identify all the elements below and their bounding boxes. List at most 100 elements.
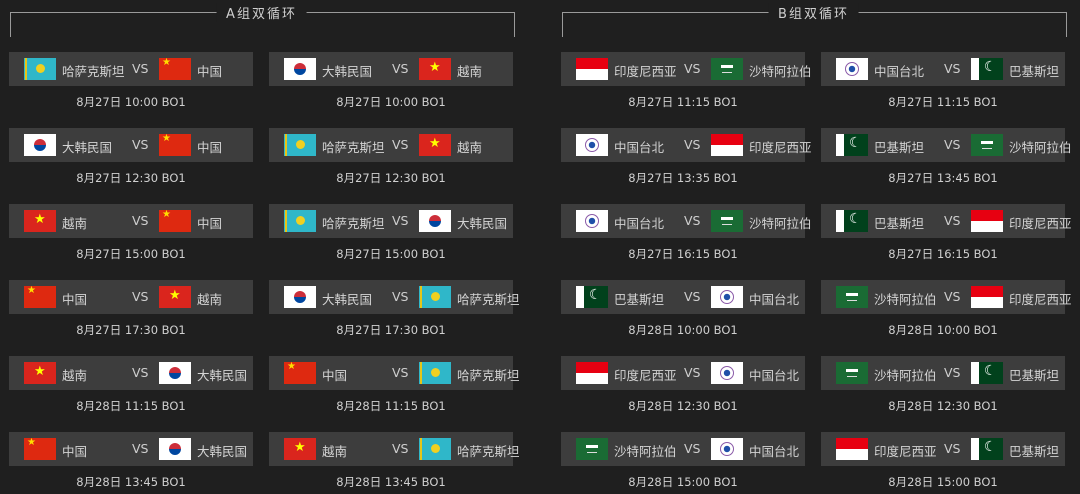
cn-flag-icon [159,58,191,80]
team2-name: 沙特阿拉伯 [1009,140,1072,155]
match-card[interactable]: 中国 VS 大韩民国 [9,432,253,466]
team1-name: 中国台北 [614,140,665,155]
vs-label: VS [132,213,149,228]
id-flag-icon [836,438,868,460]
match-card[interactable]: 越南 VS 中国 [9,204,253,238]
match-time: 8月27日 15:00 BO1 [76,247,186,261]
team1-name: 哈萨克斯坦 [322,140,385,155]
match-card[interactable]: 中国台北 VS 印度尼西亚 [561,128,812,162]
team1-name: 哈萨克斯坦 [62,64,125,79]
match-card[interactable]: 沙特阿拉伯 VS 印度尼西亚 [821,280,1072,314]
match-time: 8月28日 10:00 BO1 [888,323,998,337]
match-card[interactable]: 哈萨克斯坦 VS 中国 [9,52,253,86]
team2-name: 越南 [197,292,223,307]
match-card[interactable]: 巴基斯坦 VS 中国台北 [561,280,805,314]
team2-name: 中国台北 [749,368,800,383]
kr-flag-icon [284,286,316,308]
match-card[interactable]: 印度尼西亚 VS 中国台北 [561,356,805,390]
sa-flag-icon [836,286,868,308]
pk-flag-icon [971,362,1003,384]
team1-name: 越南 [322,444,348,459]
sa-flag-icon [711,210,743,232]
cn-flag-icon [159,134,191,156]
vs-label: VS [392,213,409,228]
team2-name: 大韩民国 [457,216,508,231]
team2-name: 大韩民国 [197,444,248,459]
match-time: 8月28日 13:45 BO1 [76,475,186,489]
team1-name: 哈萨克斯坦 [322,216,385,231]
kz-flag-icon [419,362,451,384]
match-card[interactable]: 印度尼西亚 VS 巴基斯坦 [821,432,1065,466]
team2-name: 越南 [457,140,483,155]
team2-name: 越南 [457,64,483,79]
pk-flag-icon [971,438,1003,460]
vs-label: VS [684,289,701,304]
match-card[interactable]: 大韩民国 VS 哈萨克斯坦 [269,280,520,314]
match-card[interactable]: 大韩民国 VS 越南 [269,52,513,86]
match-card[interactable]: 越南 VS 大韩民国 [9,356,253,390]
vs-label: VS [684,213,701,228]
id-flag-icon [711,134,743,156]
match-card[interactable]: 中国 VS 越南 [9,280,253,314]
match-time: 8月28日 15:00 BO1 [628,475,738,489]
pk-flag-icon [836,134,868,156]
vn-flag-icon [159,286,191,308]
id-flag-icon [576,362,608,384]
team1-name: 大韩民国 [322,292,373,307]
team1-name: 沙特阿拉伯 [874,368,937,383]
match-card[interactable]: 大韩民国 VS 中国 [9,128,253,162]
match-time: 8月27日 15:00 BO1 [336,247,446,261]
match-card[interactable]: 哈萨克斯坦 VS 大韩民国 [269,204,513,238]
match-card[interactable]: 巴基斯坦 VS 印度尼西亚 [821,204,1072,238]
team2-name: 巴基斯坦 [1009,64,1060,79]
team1-name: 印度尼西亚 [614,64,677,79]
kz-flag-icon [284,134,316,156]
match-card[interactable]: 中国 VS 哈萨克斯坦 [269,356,520,390]
team1-name: 大韩民国 [62,140,113,155]
team2-name: 中国 [197,216,223,231]
match-time: 8月27日 13:45 BO1 [888,171,998,185]
kz-flag-icon [419,286,451,308]
vs-label: VS [944,441,961,456]
id-flag-icon [971,286,1003,308]
kr-flag-icon [419,210,451,232]
team1-name: 巴基斯坦 [874,140,925,155]
match-card[interactable]: 哈萨克斯坦 VS 越南 [269,128,513,162]
team2-name: 中国 [197,140,223,155]
team1-name: 大韩民国 [322,64,373,79]
team1-name: 沙特阿拉伯 [874,292,937,307]
match-card[interactable]: 印度尼西亚 VS 沙特阿拉伯 [561,52,812,86]
team1-name: 中国 [62,292,88,307]
team2-name: 沙特阿拉伯 [749,216,812,231]
group-title: A组双循环 [216,3,307,22]
vs-label: VS [684,61,701,76]
cn-flag-icon [24,286,56,308]
match-card[interactable]: 沙特阿拉伯 VS 中国台北 [561,432,805,466]
match-card[interactable]: 越南 VS 哈萨克斯坦 [269,432,520,466]
vs-label: VS [944,137,961,152]
match-time: 8月27日 10:00 BO1 [336,95,446,109]
sa-flag-icon [836,362,868,384]
match-time: 8月27日 11:15 BO1 [888,95,998,109]
pk-flag-icon [576,286,608,308]
match-time: 8月27日 17:30 BO1 [76,323,186,337]
match-card[interactable]: 巴基斯坦 VS 沙特阿拉伯 [821,128,1072,162]
match-time: 8月27日 11:15 BO1 [628,95,738,109]
match-time: 8月28日 10:00 BO1 [628,323,738,337]
team1-name: 中国台北 [614,216,665,231]
vs-label: VS [392,441,409,456]
match-time: 8月27日 16:15 BO1 [888,247,998,261]
vn-flag-icon [419,58,451,80]
match-card[interactable]: 中国台北 VS 沙特阿拉伯 [561,204,812,238]
team2-name: 中国 [197,64,223,79]
vs-label: VS [392,137,409,152]
team1-name: 中国 [62,444,88,459]
match-time: 8月28日 13:45 BO1 [336,475,446,489]
kr-flag-icon [159,438,191,460]
match-card[interactable]: 中国台北 VS 巴基斯坦 [821,52,1065,86]
sa-flag-icon [576,438,608,460]
vs-label: VS [684,137,701,152]
team2-name: 印度尼西亚 [749,140,812,155]
team2-name: 中国台北 [749,444,800,459]
match-card[interactable]: 沙特阿拉伯 VS 巴基斯坦 [821,356,1065,390]
